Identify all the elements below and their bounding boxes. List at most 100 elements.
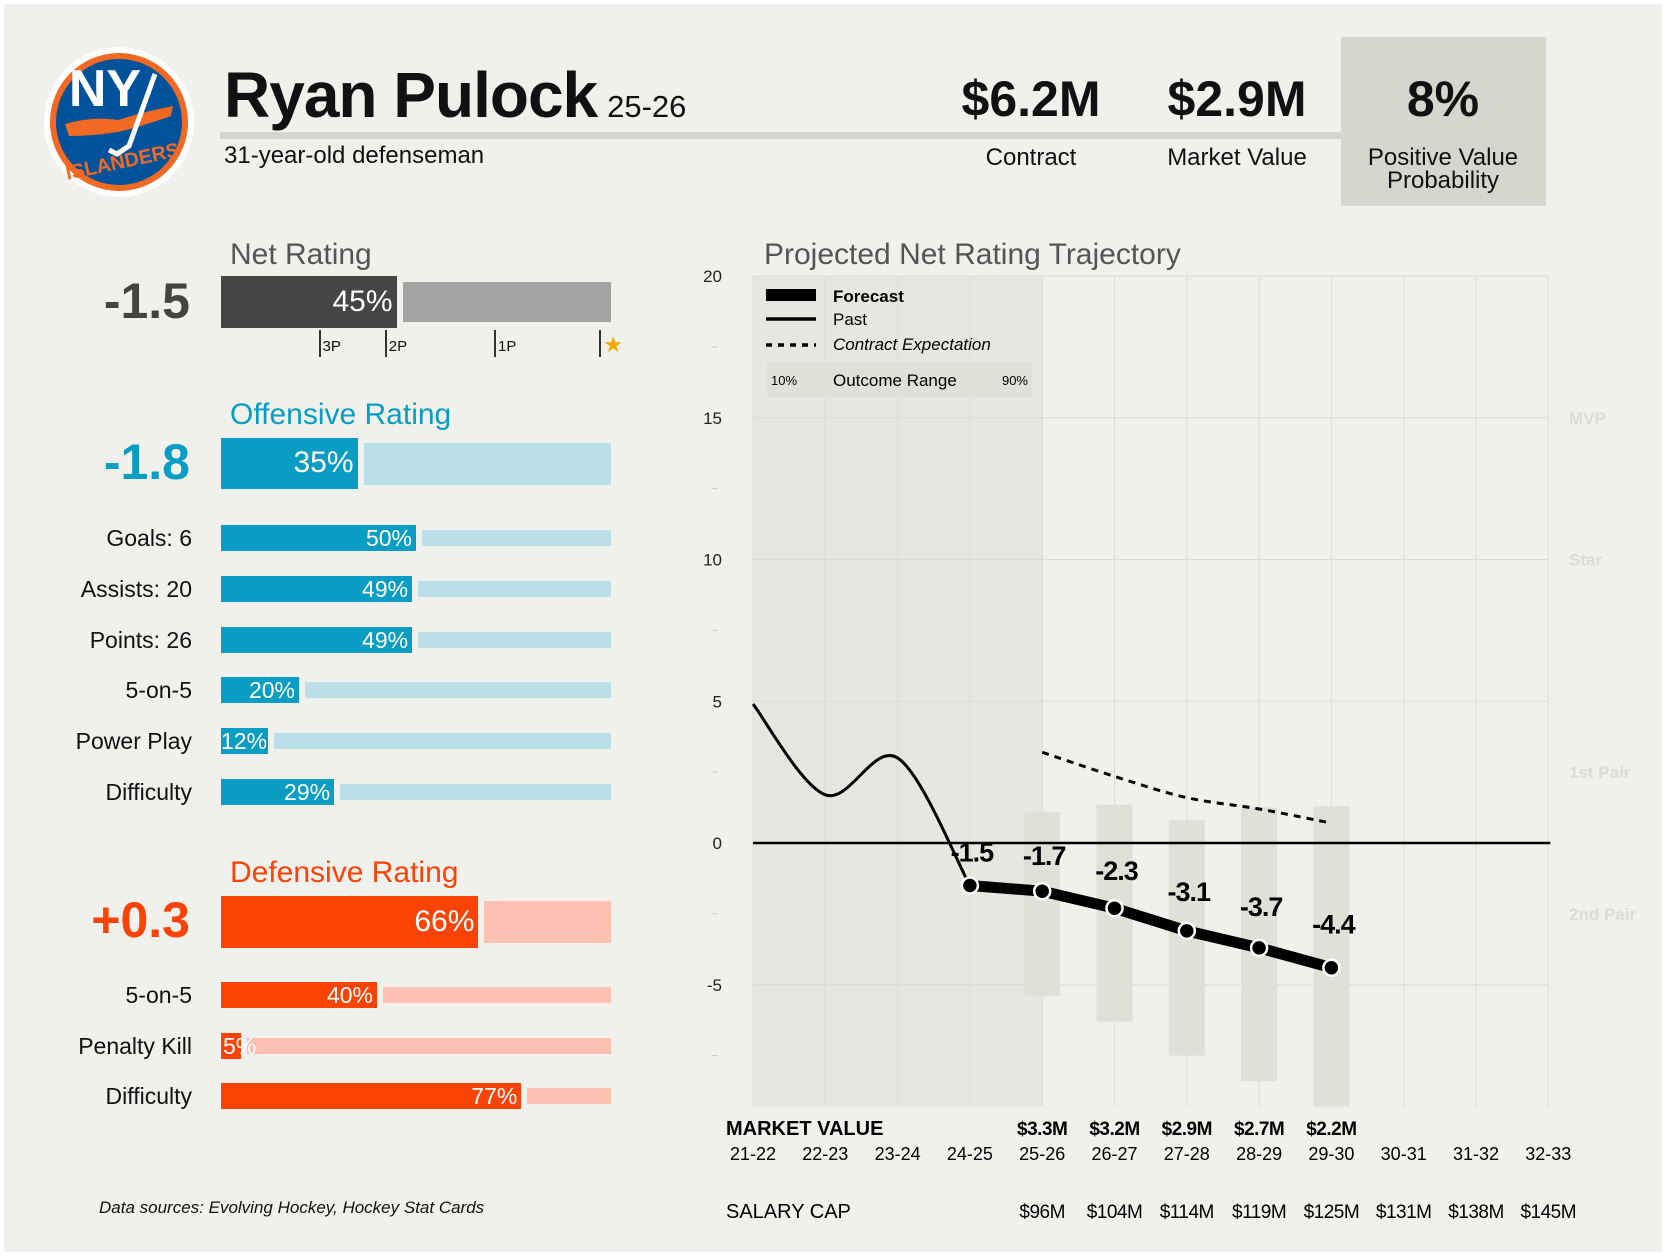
forecast-point: [1322, 958, 1341, 977]
offensive-rating-title: Offensive Rating: [230, 398, 452, 431]
probability-label: Positive Value Probability: [1367, 144, 1519, 194]
offensive-row-bar-percent: 49%: [362, 575, 409, 602]
offensive-rating-bar-percent: 35%: [293, 446, 354, 480]
defensive-row-bar-fill: [221, 982, 377, 1008]
offensive-row-bar-percent: 29%: [284, 778, 331, 805]
offensive-row-bar-remainder: [418, 632, 611, 648]
defensive-row-bar-remainder: [246, 1038, 611, 1054]
defensive-rating-bar-remainder: [484, 901, 611, 943]
data-sources: Data sources: Evolving Hockey, Hockey St…: [99, 1198, 485, 1217]
offensive-row-bar-remainder: [273, 733, 611, 749]
salary-cap-cell: $114M: [1160, 1202, 1214, 1223]
offensive-rating-bar-fill: [221, 438, 358, 489]
row-label: Penalty Kill: [78, 1032, 192, 1059]
x-tick-label: 30-31: [1381, 1144, 1427, 1164]
net-tick: [318, 330, 321, 357]
salary-cap-cell: $96M: [1019, 1202, 1065, 1223]
player-description: 31-year-old defenseman: [224, 142, 485, 169]
offensive-row-bar-remainder: [305, 682, 611, 698]
row-label: Points: 26: [89, 626, 192, 653]
y-tick-label: 5: [713, 692, 722, 711]
forecast-data-label: -4.4: [1312, 910, 1356, 940]
offensive-row-bar-fill: [221, 627, 413, 653]
market-value-label: Market Value: [1167, 144, 1307, 171]
team-logo: NY ISLANDERS: [44, 47, 194, 197]
forecast-point: [1105, 898, 1124, 918]
salary-cap-cell: $125M: [1304, 1202, 1360, 1223]
probability-value: 8%: [1406, 71, 1480, 127]
y-tick-label: 10: [703, 551, 722, 570]
net-tick: [494, 330, 496, 357]
offensive-row-bar-fill: [221, 728, 268, 754]
legend-range-swatch: [767, 362, 1032, 397]
row-label: Assists: 20: [80, 575, 192, 602]
probability-box: [1341, 37, 1546, 206]
x-tick-label: 28-29: [1236, 1144, 1282, 1164]
salary-cap-row-label: SALARY CAP: [726, 1201, 851, 1223]
forecast-data-label: -1.7: [1023, 841, 1066, 871]
forecast-line: [969, 880, 1333, 974]
defensive-row-bar-percent: 77%: [471, 1082, 518, 1109]
outcome-range-band: [1313, 806, 1350, 1107]
offensive-row-bar-remainder: [422, 530, 611, 546]
offensive-row-bar-remainder: [418, 581, 611, 597]
net-tick-label: 2P: [388, 338, 408, 355]
row-label: Difficulty: [105, 778, 193, 805]
x-tick-label: 23-24: [875, 1144, 921, 1164]
legend-range-label: Outcome Range: [833, 371, 957, 390]
contract-expectation-line: [1041, 750, 1332, 825]
row-label: 5-on-5: [125, 676, 192, 703]
salary-cap-cell: $104M: [1087, 1202, 1143, 1223]
x-tick-label: 24-25: [947, 1144, 993, 1164]
contract-value: $6.2M: [961, 71, 1101, 127]
salary-cap-cell: $119M: [1232, 1202, 1286, 1223]
y-tick-label: 0: [713, 834, 722, 853]
net-rating-bar-percent: 45%: [332, 284, 393, 318]
offensive-rating-value: -1.8: [103, 434, 190, 490]
net-tick-label: 1P: [498, 338, 517, 355]
contract-label: Contract: [985, 144, 1077, 171]
forecast-data-label: -1.5: [951, 838, 995, 868]
tier-label: 2nd Pair: [1569, 905, 1636, 924]
net-tick-label: 3P: [322, 338, 341, 355]
forecast-point: [1249, 938, 1269, 958]
forecast-point: [1032, 881, 1052, 901]
market-value: $2.9M: [1167, 71, 1307, 127]
x-tick-label: 26-27: [1091, 1144, 1137, 1164]
defensive-row-bar-percent: 40%: [326, 981, 373, 1008]
market-value-cell: $2.2M: [1306, 1119, 1356, 1140]
svg-text:NY: NY: [69, 60, 141, 118]
defensive-row-bar-remainder: [527, 1088, 611, 1104]
defensive-rating-value: +0.3: [91, 892, 190, 948]
x-tick-label: 29-30: [1308, 1144, 1354, 1164]
legend-forecast-swatch: [766, 289, 816, 301]
tier-label: Star: [1569, 551, 1602, 570]
market-value-cell: $3.3M: [1017, 1119, 1067, 1140]
legend-range-low: 10%: [771, 373, 797, 388]
player-name: Ryan Pulock 25-26: [224, 59, 687, 131]
x-tick-label: 22-23: [802, 1144, 848, 1164]
past-line: [751, 703, 972, 887]
offensive-row-bar-percent: 20%: [248, 676, 295, 703]
net-rating-bar-fill: [221, 276, 397, 328]
offensive-row-bar-percent: 49%: [362, 626, 409, 653]
y-tick-label: 20: [703, 267, 722, 286]
offensive-row-bar-percent: 12%: [221, 727, 268, 754]
tier-label: MVP: [1569, 409, 1606, 428]
forecast-data-label: -2.3: [1095, 856, 1139, 886]
offensive-row-bar-fill: [221, 677, 299, 703]
legend-range-high: 90%: [1002, 373, 1028, 388]
y-tick-label: -5: [707, 976, 722, 995]
offensive-row-bar-remainder: [340, 784, 611, 800]
forecast-point: [960, 876, 980, 895]
defensive-rating-bar-percent: 66%: [414, 904, 475, 938]
defensive-row-bar-fill: [221, 1033, 241, 1059]
defensive-rating-bar-fill: [221, 896, 479, 948]
legend-forecast-label: Forecast: [833, 287, 904, 306]
row-label: 5-on-5: [125, 981, 192, 1008]
defensive-row-bar-fill: [221, 1083, 522, 1109]
net-tick: [599, 330, 602, 357]
legend-past-label: Past: [833, 310, 867, 329]
salary-cap-cell: $145M: [1520, 1202, 1576, 1223]
